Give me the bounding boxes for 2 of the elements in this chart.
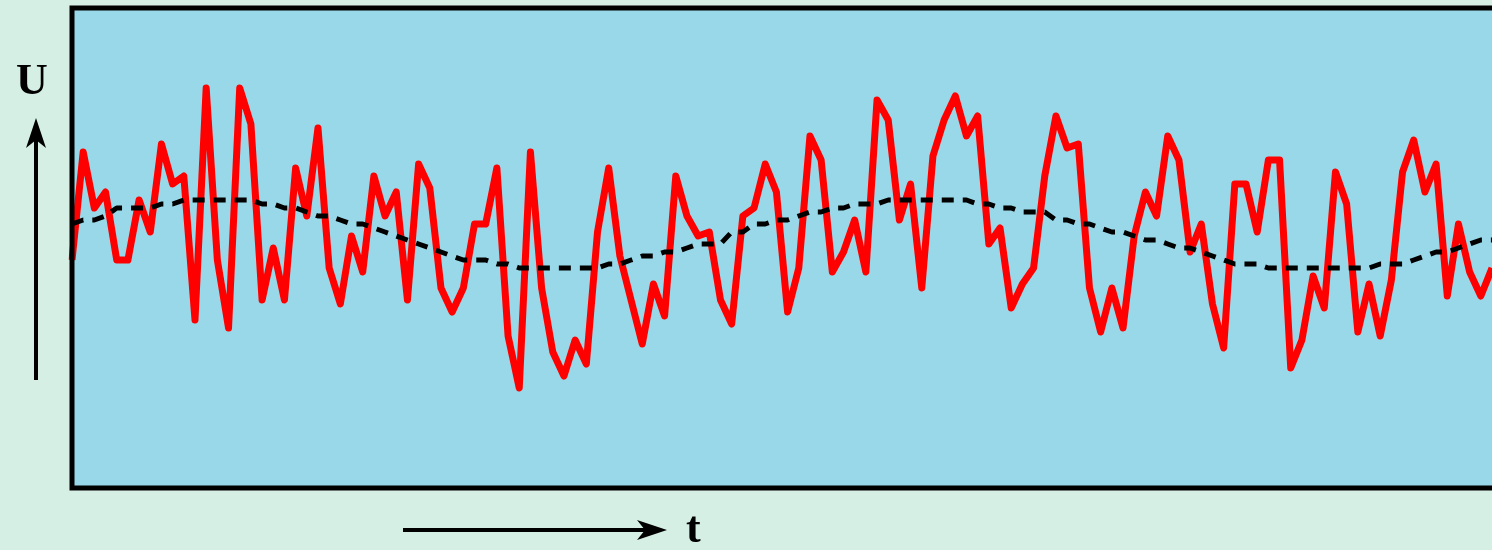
x-axis-title: t xyxy=(686,503,701,550)
y-axis-title: U xyxy=(16,55,48,104)
